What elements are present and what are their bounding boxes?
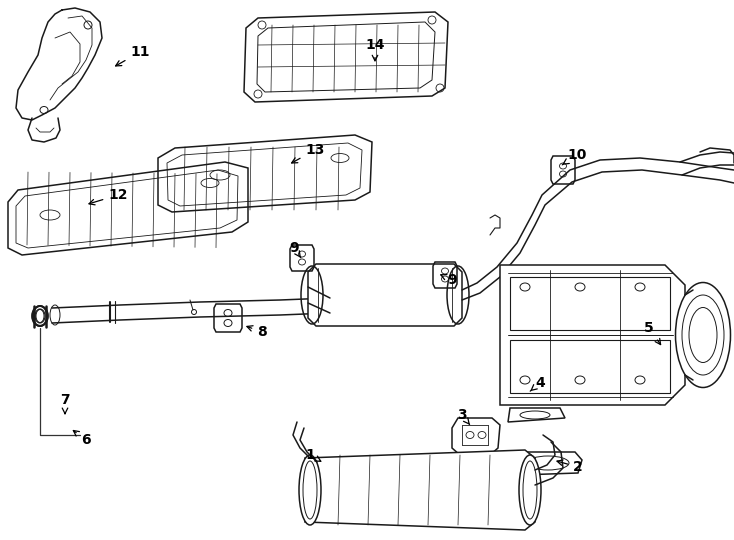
Ellipse shape <box>299 455 321 525</box>
Text: 5: 5 <box>644 321 661 345</box>
Text: 1: 1 <box>305 448 321 462</box>
Text: 10: 10 <box>562 148 586 165</box>
Text: 9: 9 <box>441 273 457 287</box>
Text: 12: 12 <box>89 188 128 205</box>
Text: 9: 9 <box>289 241 301 258</box>
Text: 8: 8 <box>247 325 267 339</box>
Polygon shape <box>452 418 500 455</box>
Text: 13: 13 <box>291 143 324 163</box>
Text: 7: 7 <box>60 393 70 414</box>
Ellipse shape <box>519 455 541 525</box>
Text: 2: 2 <box>557 460 583 474</box>
Polygon shape <box>305 450 535 530</box>
Text: 14: 14 <box>366 38 385 61</box>
Polygon shape <box>308 264 462 326</box>
Text: 11: 11 <box>116 45 150 66</box>
Polygon shape <box>500 265 685 405</box>
Text: 4: 4 <box>530 376 545 391</box>
Ellipse shape <box>675 282 730 388</box>
Text: 3: 3 <box>457 408 470 424</box>
Text: 6: 6 <box>73 430 91 447</box>
